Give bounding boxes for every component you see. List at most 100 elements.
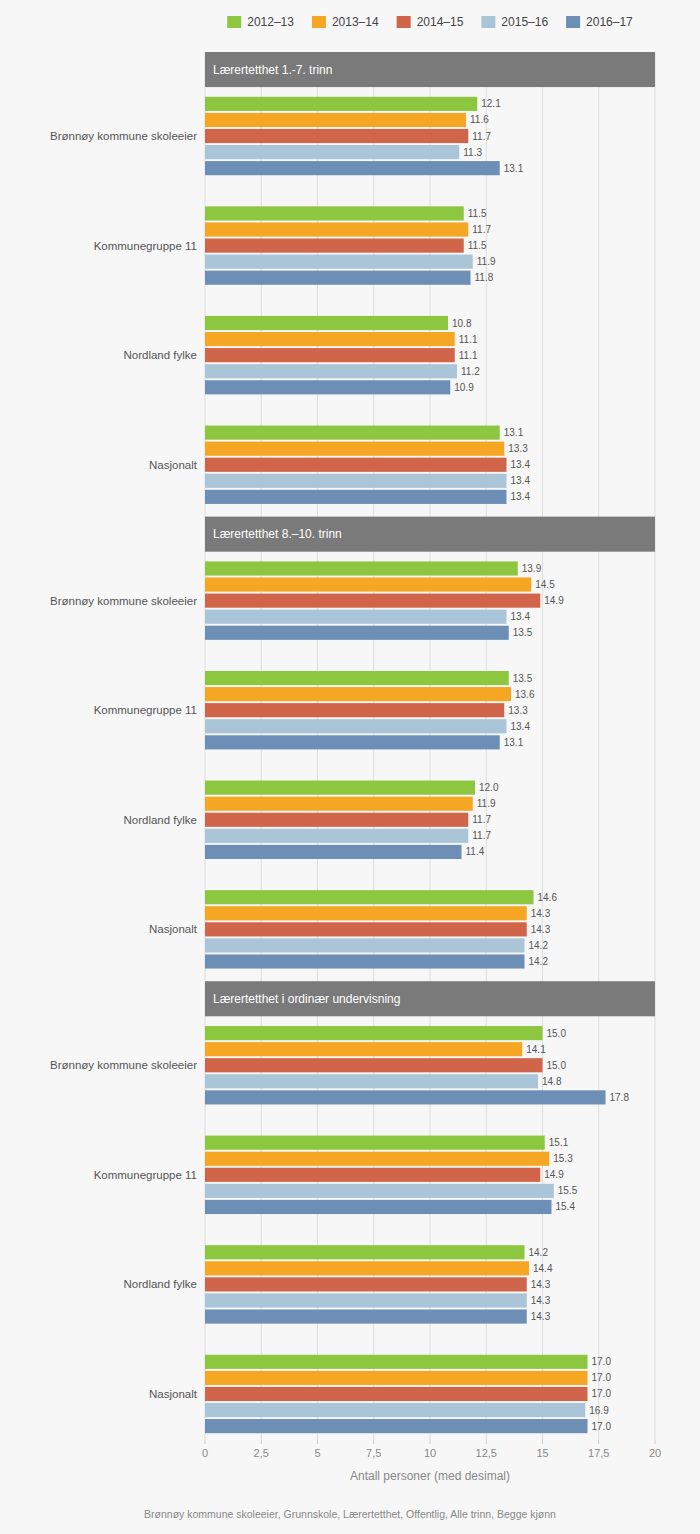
tick-label: 12,5 — [476, 1447, 497, 1459]
data-label: 15.5 — [558, 1185, 578, 1196]
data-label: 10.9 — [454, 382, 474, 393]
bar: 2016–17 — [205, 626, 509, 640]
bar: 2016–17 — [205, 1200, 552, 1214]
data-label: 13.4 — [511, 721, 531, 732]
bar: 2012–13 — [205, 97, 477, 111]
bar: 2013–14 — [205, 113, 466, 127]
data-label: 17.0 — [592, 1356, 612, 1367]
bar: 2013–14 — [205, 1152, 549, 1166]
chart: Lærertetthet 1.-7. trinn2012–132013–1420… — [0, 0, 700, 1534]
tick-label: 17,5 — [588, 1447, 609, 1459]
bar: 2014–15 — [205, 1387, 588, 1401]
data-label: 15.0 — [547, 1028, 567, 1039]
data-label: 13.4 — [511, 491, 531, 502]
grid-line — [598, 52, 599, 517]
data-label: 13.4 — [511, 459, 531, 470]
section-header — [205, 517, 655, 552]
bar: 2014–15 — [205, 348, 455, 362]
section-title: Lærertetthet i ordinær undervisning — [213, 992, 400, 1006]
tick — [430, 1440, 431, 1444]
bar: 2012–13 — [205, 561, 518, 575]
data-label: 14.3 — [531, 908, 551, 919]
bar: 2013–14 — [205, 797, 473, 811]
tick-label: 15 — [536, 1447, 548, 1459]
legend: 2012–132013–142014–152015–162016–17 — [227, 15, 633, 29]
data-label: 11.1 — [459, 350, 478, 361]
tick-label: 10 — [424, 1447, 436, 1459]
section-header — [205, 981, 655, 1016]
labels: Brønnøy kommune skoleeier13.914.514.913.… — [50, 563, 564, 967]
data-label: 13.6 — [515, 689, 535, 700]
data-label: 14.9 — [544, 1169, 564, 1180]
grid-line — [655, 981, 656, 1440]
section: Lærertetthet 8.–10. trinn2012–132013–142… — [50, 517, 655, 982]
category-label: Brønnøy kommune skoleeier — [50, 1059, 197, 1071]
category-label: Nasjonalt — [149, 459, 198, 471]
bar: 2014–15 — [205, 922, 527, 936]
legend-label: 2013–14 — [332, 15, 379, 29]
data-label: 14.3 — [531, 1311, 551, 1322]
bar: 2014–15 — [205, 594, 540, 608]
axis-label: Antall personer (med desimal) — [350, 1469, 510, 1483]
data-label: 13.9 — [522, 563, 542, 574]
data-label: 14.3 — [531, 1295, 551, 1306]
bar: 2015–16 — [205, 474, 507, 488]
bar: 2012–13 — [205, 1136, 545, 1150]
bar: 2013–14 — [205, 442, 504, 456]
data-label: 14.6 — [538, 892, 558, 903]
category-label: Nordland fylke — [123, 814, 197, 826]
tick-label: 7,5 — [366, 1447, 381, 1459]
grid-line — [655, 517, 656, 982]
section: Lærertetthet i ordinær undervisning 2012–… — [50, 981, 661, 1483]
data-label: 13.3 — [508, 705, 528, 716]
legend-item: 2014–15 — [397, 15, 464, 29]
bar: 2012–13 — [205, 781, 475, 795]
bar: 2016–17 — [205, 735, 500, 749]
category-label: Nordland fylke — [123, 1278, 197, 1290]
data-label: 17.0 — [592, 1388, 612, 1399]
data-label: 13.1 — [504, 737, 524, 748]
bar: 2012–13 — [205, 890, 534, 904]
bar: 2013–14 — [205, 1371, 588, 1385]
bar: 2014–15 — [205, 703, 504, 717]
data-label: 13.5 — [513, 627, 533, 638]
data-label: 11.7 — [472, 224, 491, 235]
category-label: Nordland fylke — [123, 349, 197, 361]
bar: 2012–13 — [205, 316, 448, 330]
bar: 2012–13 — [205, 671, 509, 685]
tick — [205, 1440, 206, 1444]
category-label: Brønnøy kommune skoleeier — [50, 595, 197, 607]
data-label: 14.2 — [529, 940, 549, 951]
bar: 2015–16 — [205, 1293, 527, 1307]
legend-item: 2015–16 — [481, 15, 548, 29]
data-label: 15.0 — [547, 1060, 567, 1071]
tick-label: 5 — [314, 1447, 320, 1459]
bar: 2013–14 — [205, 332, 455, 346]
data-label: 11.8 — [475, 272, 494, 283]
legend-swatch — [227, 16, 241, 28]
data-label: 12.1 — [481, 98, 501, 109]
grid-line — [542, 52, 543, 517]
data-label: 10.8 — [452, 318, 472, 329]
footer: Brønnøy kommune skoleeier, Grunnskole, L… — [144, 1508, 556, 1520]
data-label: 11.1 — [459, 334, 478, 345]
bar: 2012–13 — [205, 1245, 525, 1259]
bar: 2015–16 — [205, 255, 473, 269]
legend-label: 2016–17 — [586, 15, 633, 29]
legend-swatch — [312, 16, 326, 28]
grid-line — [655, 52, 656, 517]
data-label: 12.0 — [479, 782, 499, 793]
data-label: 11.7 — [472, 131, 491, 142]
tick — [542, 1440, 543, 1444]
data-label: 11.7 — [472, 830, 491, 841]
bar: 2016–17 — [205, 845, 462, 859]
bar: 2014–15 — [205, 458, 507, 472]
category-label: Kommunegruppe 11 — [94, 704, 197, 716]
category-label: Kommunegruppe 11 — [94, 1169, 197, 1181]
data-label: 16.9 — [589, 1405, 609, 1416]
grid — [205, 981, 655, 1440]
bar: 2012–13 — [205, 426, 500, 440]
section: Lærertetthet 1.-7. trinn2012–132013–1420… — [50, 52, 655, 517]
data-label: 11.5 — [468, 208, 487, 219]
bar: 2015–16 — [205, 1403, 585, 1417]
